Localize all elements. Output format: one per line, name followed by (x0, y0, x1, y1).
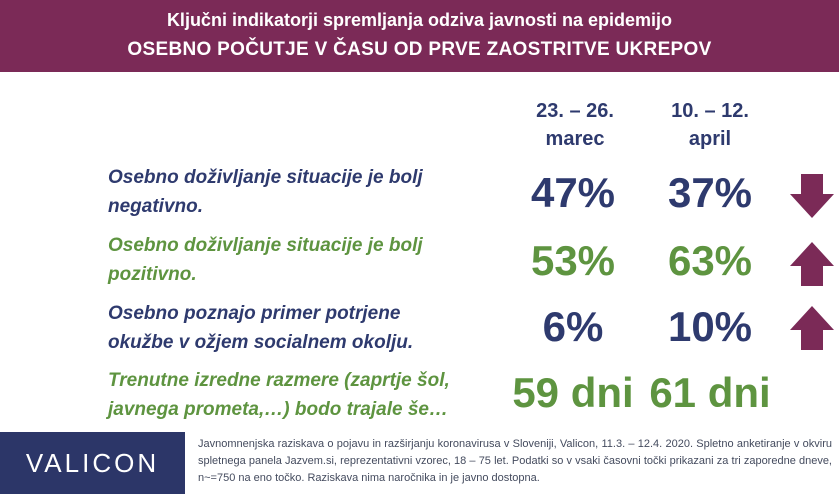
value-cell: 63% (667, 237, 753, 284)
value-cell: 6% (542, 303, 604, 350)
methodology-note: Javnomnenjska raziskava o pojavu in razš… (198, 438, 832, 484)
row-label-infection: Osebno poznajo primer potrjene okužbe v … (108, 299, 498, 357)
column-header-month: marec (545, 128, 605, 150)
column-header-dates: 10. – 12. (671, 100, 749, 122)
value-cell: 10% (667, 303, 753, 350)
footer: VALICON Javnomnenjska raziskava o pojavu… (0, 432, 839, 502)
chart-subtitle: OSEBNO POČUTJE V ČASU OD PRVE ZAOSTRITVE… (127, 39, 712, 60)
trend-down-arrow-icon (790, 174, 834, 218)
column-header-april: 10. – 12. april (625, 97, 795, 153)
row-label-line: negativno. (108, 196, 204, 217)
row-label-line: Trenutne izredne razmere (zaprtje šol, (108, 370, 450, 391)
value-cell: 37% (667, 169, 753, 216)
row-label-line: Osebno doživljanje situacije je bolj (108, 235, 423, 256)
row-label-line: javnega prometa,…) bodo trajale še… (108, 399, 448, 420)
value-cell: 53% (530, 237, 616, 284)
row-label-line: okužbe v ožjem socialnem okolju. (108, 332, 414, 353)
trend-up-arrow-icon (790, 242, 834, 286)
row-label-duration: Trenutne izredne razmere (zaprtje šol, j… (108, 366, 498, 424)
row-label-positive: Osebno doživljanje situacije je bolj poz… (108, 231, 498, 289)
row-label-negative: Osebno doživljanje situacije je bolj neg… (108, 163, 498, 221)
title-banner: Ključni indikatorji spremljanja odziva j… (0, 0, 839, 72)
value-cell: 47% (530, 169, 616, 216)
trend-up-arrow-icon (790, 306, 834, 350)
row-label-line: Osebno poznajo primer potrjene (108, 303, 401, 324)
column-header-march: 23. – 26. marec (490, 97, 660, 153)
valicon-logo: VALICON (0, 432, 185, 494)
row-label-line: pozitivno. (108, 264, 197, 285)
column-header-month: april (688, 128, 732, 150)
row-label-line: Osebno doživljanje situacije je bolj (108, 167, 423, 188)
chart-title: Ključni indikatorji spremljanja odziva j… (166, 10, 673, 30)
value-cell: 61 dni (649, 369, 771, 416)
column-header-dates: 23. – 26. (536, 100, 614, 122)
value-cell: 59 dni (512, 369, 634, 416)
